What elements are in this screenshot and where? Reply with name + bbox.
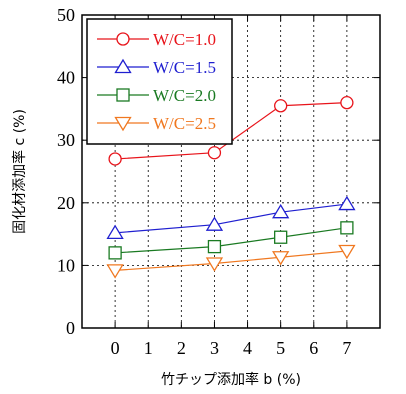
legend-item: W/C=2.0 bbox=[97, 86, 216, 105]
data-point bbox=[108, 246, 122, 260]
data-point bbox=[340, 95, 354, 110]
x-axis-label: 竹チップ添加率 b (%) bbox=[161, 371, 301, 388]
data-point bbox=[106, 224, 124, 239]
x-tick-label: 1 bbox=[144, 338, 153, 358]
legend-label: W/C=1.5 bbox=[153, 58, 216, 77]
data-point bbox=[272, 251, 290, 266]
x-tick-label: 0 bbox=[111, 338, 120, 358]
data-point bbox=[274, 99, 288, 113]
data-point bbox=[205, 216, 224, 231]
series-line bbox=[115, 250, 347, 272]
data-point bbox=[274, 230, 288, 244]
data-point bbox=[108, 152, 122, 166]
x-tick-label: 4 bbox=[243, 338, 252, 358]
series-layer bbox=[106, 95, 356, 279]
data-point bbox=[338, 244, 356, 260]
legend-label: W/C=2.0 bbox=[153, 86, 216, 105]
data-point bbox=[338, 195, 356, 211]
legend-marker bbox=[116, 32, 130, 46]
data-point bbox=[272, 203, 290, 219]
x-tick-label: 6 bbox=[309, 338, 318, 358]
y-tick-label: 20 bbox=[57, 193, 75, 213]
series-line bbox=[115, 203, 347, 234]
legend-marker bbox=[116, 88, 130, 102]
grid bbox=[82, 15, 380, 328]
legend-item: W/C=2.5 bbox=[97, 114, 216, 133]
x-tick-label: 2 bbox=[177, 338, 186, 358]
y-tick-label: 50 bbox=[57, 5, 75, 25]
legend-label: W/C=2.5 bbox=[153, 114, 216, 133]
y-tick-label: 30 bbox=[57, 130, 75, 150]
y-tick-label: 10 bbox=[57, 255, 75, 275]
y-tick-label: 0 bbox=[66, 318, 75, 338]
series-3 bbox=[108, 221, 354, 260]
plot-frame bbox=[81, 14, 381, 329]
data-point bbox=[207, 239, 222, 254]
axis-ticks: 0 1 2 3 4 5 6 7 0 10 20 30 40 50 bbox=[57, 5, 380, 358]
series-2 bbox=[106, 195, 356, 239]
data-point bbox=[340, 221, 354, 235]
y-axis-label: 固化材添加率 c (%) bbox=[11, 109, 28, 234]
x-tick-label: 3 bbox=[210, 338, 219, 358]
x-tick-label: 5 bbox=[276, 338, 285, 358]
series-4 bbox=[106, 244, 356, 279]
series-1 bbox=[108, 95, 354, 166]
legend-label: W/C=1.0 bbox=[153, 30, 216, 49]
legend-marker bbox=[114, 116, 132, 132]
legend: W/C=1.0 W/C=1.5 W/C=2.0 W/C=2.5 bbox=[86, 18, 233, 145]
x-tick-label: 7 bbox=[342, 338, 351, 358]
data-point bbox=[106, 264, 124, 279]
series-line bbox=[115, 102, 347, 160]
legend-marker bbox=[114, 58, 132, 74]
data-point bbox=[207, 146, 222, 160]
series-line bbox=[115, 227, 347, 254]
legend-item: W/C=1.0 bbox=[97, 30, 216, 49]
legend-item: W/C=1.5 bbox=[97, 58, 216, 77]
y-tick-label: 40 bbox=[57, 68, 75, 88]
data-point bbox=[205, 257, 224, 272]
